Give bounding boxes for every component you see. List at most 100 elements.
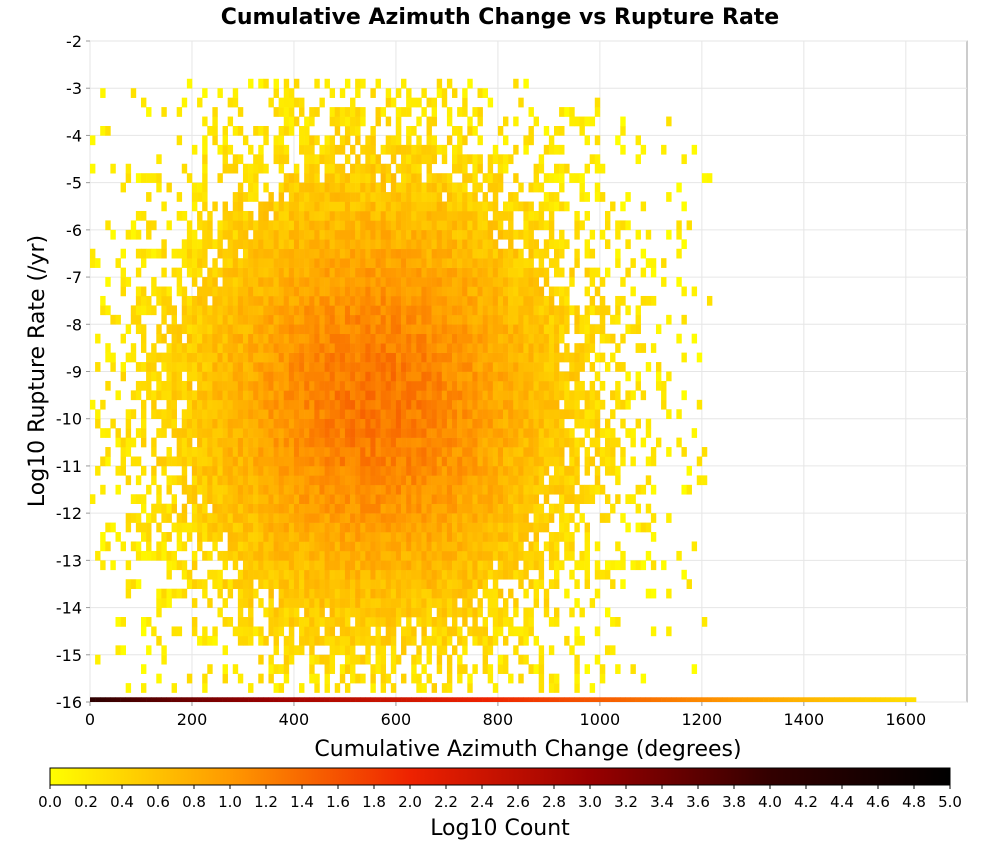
- heatmap-cell: [146, 380, 152, 391]
- heatmap-cell: [248, 447, 254, 457]
- heatmap-cell: [390, 607, 397, 618]
- heatmap-cell: [166, 550, 172, 561]
- heatmap-cell: [288, 286, 295, 297]
- heatmap-cell: [569, 484, 575, 495]
- heatmap-cell: [227, 447, 234, 457]
- heatmap-cell: [161, 541, 167, 552]
- heatmap-cell: [283, 333, 290, 344]
- heatmap-cell: [569, 541, 575, 552]
- heatmap-cell: [268, 390, 274, 401]
- heatmap-cell: [584, 550, 590, 561]
- heatmap-cell: [594, 437, 601, 448]
- heatmap-cell: [666, 409, 672, 420]
- heatmap-cell: [513, 277, 519, 287]
- heatmap-floor-cell: [528, 697, 534, 702]
- heatmap-cell: [594, 324, 601, 335]
- heatmap-cell: [314, 617, 320, 627]
- heatmap-cell: [650, 513, 657, 523]
- heatmap-cell: [457, 560, 463, 571]
- heatmap-cell: [125, 579, 132, 589]
- heatmap-cell: [293, 409, 300, 420]
- heatmap-cell: [472, 532, 478, 542]
- heatmap-cell: [497, 532, 504, 542]
- heatmap-cell: [217, 220, 223, 231]
- heatmap-floor-cell: [487, 697, 494, 702]
- heatmap-cell: [350, 182, 356, 193]
- heatmap-cell: [375, 163, 381, 174]
- y-tick-label: -13: [56, 551, 82, 570]
- heatmap-floor-cell: [829, 697, 835, 702]
- heatmap-cell: [553, 239, 560, 250]
- heatmap-cell: [304, 437, 310, 448]
- heatmap-cell: [462, 201, 468, 212]
- heatmap-cell: [355, 588, 361, 599]
- heatmap-cell: [416, 305, 422, 316]
- heatmap-cell: [543, 447, 550, 457]
- heatmap-floor-cell: [778, 697, 784, 702]
- heatmap-cell: [406, 362, 412, 372]
- heatmap-cell: [441, 607, 448, 618]
- heatmap-cell: [283, 210, 290, 221]
- heatmap-cell: [350, 447, 356, 457]
- heatmap-cell: [135, 173, 142, 183]
- heatmap-cell: [293, 456, 300, 467]
- heatmap-cell: [161, 550, 167, 561]
- heatmap-cell: [237, 267, 244, 278]
- heatmap-cell: [227, 362, 234, 372]
- heatmap-cell: [156, 635, 162, 646]
- heatmap-cell: [482, 541, 489, 552]
- heatmap-cell: [370, 635, 376, 646]
- heatmap-cell: [411, 532, 417, 542]
- heatmap-cell: [268, 569, 274, 580]
- heatmap-cell: [513, 343, 519, 353]
- heatmap-cell: [283, 494, 290, 504]
- heatmap-cell: [508, 239, 514, 250]
- heatmap-cell: [538, 201, 545, 212]
- heatmap-cell: [472, 513, 478, 523]
- heatmap-cell: [314, 428, 320, 438]
- heatmap-cell: [273, 503, 279, 514]
- heatmap-cell: [171, 456, 177, 467]
- heatmap-cell: [253, 248, 259, 259]
- heatmap-cell: [217, 569, 223, 580]
- heatmap-cell: [426, 550, 432, 561]
- heatmap-cell: [436, 447, 443, 457]
- heatmap-cell: [462, 617, 468, 627]
- heatmap-cell: [232, 192, 239, 202]
- heatmap-cell: [620, 333, 626, 344]
- heatmap-cell: [513, 550, 519, 561]
- heatmap-cell: [553, 305, 560, 316]
- heatmap-cell: [380, 295, 387, 306]
- heatmap-cell: [482, 88, 489, 98]
- heatmap-cell: [472, 305, 478, 316]
- heatmap-cell: [273, 456, 279, 467]
- heatmap-cell: [503, 229, 509, 240]
- heatmap-floor-cell: [186, 697, 193, 702]
- heatmap-cell: [497, 560, 504, 571]
- heatmap-cell: [339, 107, 346, 117]
- heatmap-cell: [319, 154, 325, 165]
- heatmap-cell: [462, 522, 468, 533]
- heatmap-cell: [355, 229, 361, 240]
- heatmap-cell: [503, 210, 509, 221]
- heatmap-cell: [518, 362, 524, 372]
- heatmap-cell: [151, 399, 157, 410]
- heatmap-cell: [513, 465, 519, 476]
- heatmap-cell: [242, 210, 249, 221]
- heatmap-cell: [559, 560, 565, 571]
- heatmap-cell: [334, 352, 341, 363]
- heatmap-cell: [171, 683, 177, 693]
- heatmap-cell: [615, 220, 621, 231]
- heatmap-floor-cell: [293, 697, 300, 702]
- heatmap-cell: [380, 503, 387, 514]
- heatmap-cell: [166, 588, 172, 599]
- heatmap-cell: [314, 484, 320, 495]
- heatmap-cell: [202, 456, 208, 467]
- heatmap-cell: [523, 465, 529, 476]
- heatmap-cell: [334, 116, 341, 127]
- heatmap-cell: [426, 277, 432, 287]
- heatmap-cell: [446, 494, 453, 504]
- heatmap-cell: [314, 522, 320, 533]
- heatmap-cell: [523, 305, 529, 316]
- heatmap-cell: [452, 239, 458, 250]
